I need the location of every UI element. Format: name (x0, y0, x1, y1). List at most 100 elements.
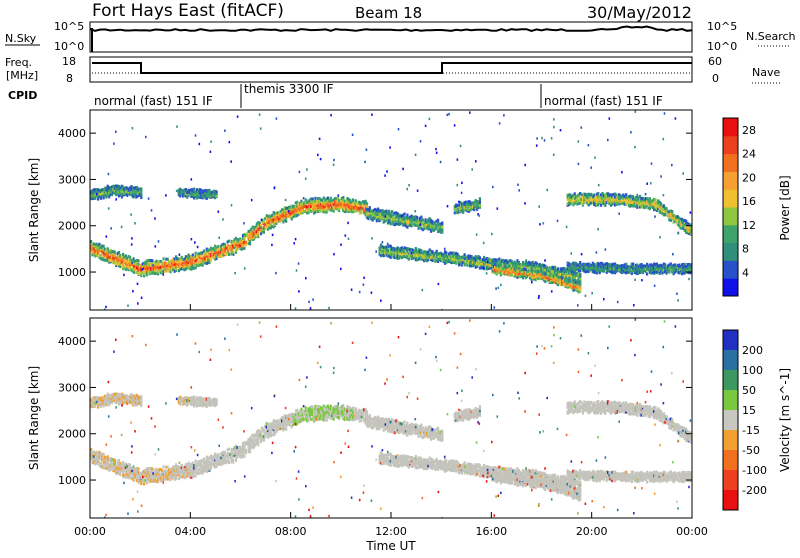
power-noise-cell (438, 283, 440, 285)
power-echo-cell (511, 274, 513, 277)
power-echo-cell (664, 265, 666, 268)
power-echo-cell (632, 263, 634, 266)
power-noise-cell (588, 144, 590, 146)
power-echo-cell (437, 219, 439, 222)
power-noise-cell (234, 272, 236, 274)
power-noise-cell (295, 238, 297, 240)
beam-label: Beam 18 (355, 4, 422, 22)
power-noise-cell (261, 219, 263, 221)
power-noise-cell (231, 204, 233, 206)
noise-left-tick-top: 10^5 (54, 20, 84, 33)
power-echo-cell (140, 192, 142, 195)
power-noise-cell (106, 235, 108, 237)
power-noise-cell (108, 207, 110, 209)
freq-label-line1: Freq. (5, 56, 32, 69)
freq-right-tick-top: 60 (708, 55, 722, 68)
power-noise-cell (672, 253, 674, 255)
power-noise-cell (384, 174, 386, 176)
power-echo-cell (360, 211, 362, 214)
power-echo-cell (163, 257, 165, 260)
power-noise-cell (363, 284, 365, 286)
power-echo-cell (195, 252, 197, 255)
cpid-row: CPID normal (fast) 151 IF themis 3300 IF… (8, 82, 663, 108)
power-noise-cell (191, 178, 193, 180)
power-noise-cell (630, 131, 632, 133)
noise-right-tick-top: 10^5 (707, 20, 737, 33)
power-noise-cell (419, 223, 421, 225)
power-echo-cell (479, 197, 481, 200)
power-noise-cell (581, 126, 583, 128)
power-echo-cell (597, 192, 599, 195)
power-echo-cell (445, 251, 447, 254)
power-echo-cell (557, 267, 559, 270)
power-echo-cell (257, 234, 259, 237)
power-echo-cell (422, 218, 424, 221)
power-noise-cell (371, 292, 373, 294)
power-noise-cell (131, 262, 133, 264)
power-echo-cell (307, 211, 309, 214)
power-echo-cell (330, 197, 332, 200)
power-noise-cell (664, 112, 666, 114)
power-echo-cell (103, 245, 105, 248)
power-echo-cell (232, 251, 234, 254)
power-noise-cell (142, 268, 144, 270)
power-echo-cell (462, 211, 464, 214)
freq-panel: Freq. [MHz] 18 8 60 0 Nave (5, 55, 782, 85)
power-echo-cell (366, 202, 368, 205)
power-noise-cell (176, 125, 178, 127)
power-echo-cell (390, 256, 392, 259)
power-echo-cell (436, 250, 438, 253)
power-noise-cell (551, 290, 553, 292)
power-echo-cell (537, 270, 539, 273)
power-echo-cell (235, 251, 237, 254)
power-noise-cell (500, 284, 502, 286)
power-echo-cell (554, 266, 556, 269)
power-noise-cell (340, 268, 342, 270)
power-noise-cell (618, 213, 620, 215)
power-echo-cell (569, 280, 571, 283)
power-noise-cell (553, 126, 555, 128)
cpid-label: CPID (8, 89, 37, 102)
power-echo-cell (167, 258, 169, 261)
power-echo-cell (158, 263, 160, 266)
power-echo-cell (500, 264, 502, 267)
cpid-segment-3: normal (fast) 151 IF (544, 94, 663, 108)
power-noise-cell (319, 138, 321, 140)
power-echo-cell (581, 193, 583, 196)
power-echo-cell (312, 198, 314, 201)
power-noise-cell (447, 205, 449, 207)
nave-label: Nave (752, 66, 780, 79)
power-echo-cell (352, 199, 354, 202)
power-echo-cell (208, 189, 210, 192)
power-noise-cell (359, 291, 361, 293)
power-echo-cell (441, 222, 443, 225)
power-echo-layer (90, 111, 694, 312)
power-echo-cell (97, 198, 99, 201)
power-echo-cell (305, 198, 307, 201)
power-echo-cell (300, 200, 302, 203)
power-echo-cell (100, 254, 102, 257)
power-noise-cell (351, 289, 353, 291)
power-echo-cell (193, 188, 195, 191)
cpid-segment-1: normal (fast) 151 IF (94, 94, 213, 108)
power-noise-cell (271, 244, 273, 246)
power-noise-cell (298, 262, 300, 264)
power-echo-cell (118, 251, 120, 254)
power-echo-cell (140, 187, 142, 190)
power-echo-cell (579, 273, 581, 276)
power-echo-cell (249, 240, 251, 243)
power-echo-cell (151, 259, 153, 262)
power-noise-cell (345, 234, 347, 236)
plot-title: Fort Hays East (fitACF) (92, 1, 284, 21)
freq-left-tick-top: 18 (62, 55, 76, 68)
power-noise-cell (475, 160, 477, 162)
power-echo-cell (369, 206, 371, 209)
power-echo-cell (415, 247, 417, 250)
power-echo-cell (561, 277, 563, 280)
power-noise-cell (298, 290, 300, 292)
power-echo-cell (333, 210, 335, 213)
power-noise-cell (259, 113, 261, 115)
power-echo-cell (540, 270, 542, 273)
freq-panel-frame (90, 57, 692, 82)
power-noise-cell (494, 306, 496, 308)
